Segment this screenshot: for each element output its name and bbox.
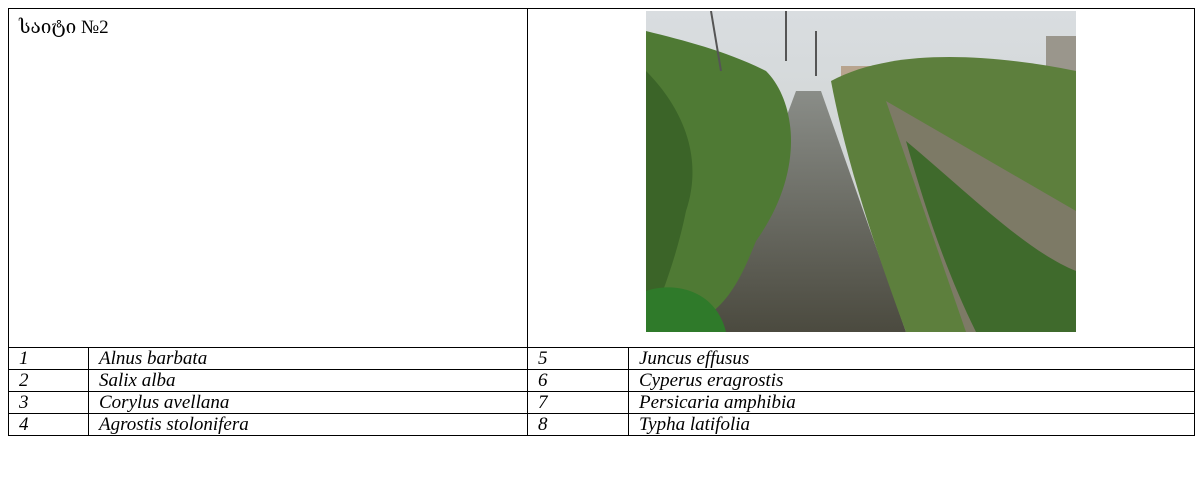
- species-number: 5: [527, 347, 629, 370]
- species-number: 4: [8, 413, 89, 436]
- species-name: Agrostis stolonifera: [88, 413, 528, 436]
- species-name: Persicaria amphibia: [628, 391, 1195, 414]
- species-number: 8: [527, 413, 629, 436]
- species-row: 4 Agrostis stolonifera 8 Typha latifolia: [8, 413, 1195, 436]
- species-number: 7: [527, 391, 629, 414]
- species-name: Cyperus eragrostis: [628, 369, 1195, 392]
- species-row: 2 Salix alba 6 Cyperus eragrostis: [8, 369, 1195, 392]
- species-number: 3: [8, 391, 89, 414]
- species-number: 1: [8, 347, 89, 370]
- species-table: საიტი №2: [8, 8, 1195, 436]
- site-photo: [646, 11, 1076, 332]
- species-row: 3 Corylus avellana 7 Persicaria amphibia: [8, 391, 1195, 414]
- species-number: 6: [527, 369, 629, 392]
- species-name: Alnus barbata: [88, 347, 528, 370]
- species-name: Salix alba: [88, 369, 528, 392]
- photo-cell: [527, 8, 1195, 348]
- species-name: Corylus avellana: [88, 391, 528, 414]
- species-name: Typha latifolia: [628, 413, 1195, 436]
- table-body: საიტი №2: [8, 8, 1195, 436]
- species-name: Juncus effusus: [628, 347, 1195, 370]
- species-row: 1 Alnus barbata 5 Juncus effusus: [8, 347, 1195, 370]
- species-number: 2: [8, 369, 89, 392]
- header-row: საიტი №2: [8, 8, 1195, 348]
- site-title: საიტი №2: [8, 8, 528, 348]
